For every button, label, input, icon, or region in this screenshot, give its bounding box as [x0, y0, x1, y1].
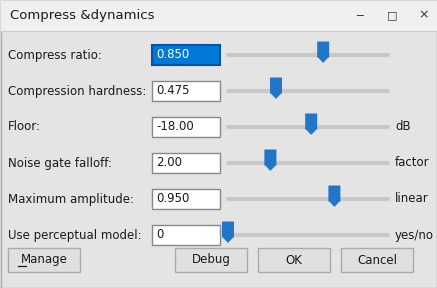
Text: Compression hardness:: Compression hardness: — [8, 84, 146, 98]
FancyBboxPatch shape — [0, 1, 437, 31]
Text: 0.475: 0.475 — [156, 84, 190, 98]
FancyBboxPatch shape — [222, 221, 234, 238]
Text: Floor:: Floor: — [8, 120, 41, 134]
FancyBboxPatch shape — [175, 248, 247, 272]
Text: ×: × — [419, 9, 429, 22]
FancyBboxPatch shape — [341, 248, 413, 272]
FancyBboxPatch shape — [328, 185, 340, 202]
FancyBboxPatch shape — [152, 153, 220, 173]
Text: Use perceptual model:: Use perceptual model: — [8, 228, 142, 242]
FancyBboxPatch shape — [8, 248, 80, 272]
FancyBboxPatch shape — [258, 248, 330, 272]
FancyBboxPatch shape — [152, 117, 220, 137]
Polygon shape — [271, 92, 281, 98]
Text: factor: factor — [395, 156, 430, 170]
Polygon shape — [306, 128, 317, 134]
Text: OK: OK — [285, 253, 302, 266]
Text: Compress ratio:: Compress ratio: — [8, 48, 102, 62]
FancyBboxPatch shape — [264, 149, 276, 166]
Text: ─: ─ — [357, 10, 364, 20]
Text: yes/no: yes/no — [395, 228, 434, 242]
Text: dB: dB — [395, 120, 411, 134]
FancyBboxPatch shape — [270, 77, 282, 94]
Text: Debug: Debug — [191, 253, 230, 266]
Text: Noise gate falloff:: Noise gate falloff: — [8, 156, 112, 170]
Text: □: □ — [387, 10, 397, 20]
FancyBboxPatch shape — [152, 45, 220, 65]
Polygon shape — [222, 236, 233, 242]
Text: 0: 0 — [156, 228, 163, 242]
Text: 0.950: 0.950 — [156, 192, 189, 206]
Polygon shape — [318, 56, 329, 62]
Text: -18.00: -18.00 — [156, 120, 194, 134]
FancyBboxPatch shape — [152, 81, 220, 101]
Text: Cancel: Cancel — [357, 253, 397, 266]
Text: Compress &dynamics: Compress &dynamics — [10, 9, 155, 22]
Text: Manage: Manage — [21, 253, 67, 266]
FancyBboxPatch shape — [317, 41, 329, 58]
Text: 2.00: 2.00 — [156, 156, 182, 170]
FancyBboxPatch shape — [305, 113, 317, 130]
Text: Maximum amplitude:: Maximum amplitude: — [8, 192, 134, 206]
Polygon shape — [265, 164, 276, 170]
FancyBboxPatch shape — [152, 189, 220, 209]
Text: 0.850: 0.850 — [156, 48, 189, 62]
Text: linear: linear — [395, 192, 429, 206]
Polygon shape — [329, 200, 340, 206]
FancyBboxPatch shape — [152, 225, 220, 245]
